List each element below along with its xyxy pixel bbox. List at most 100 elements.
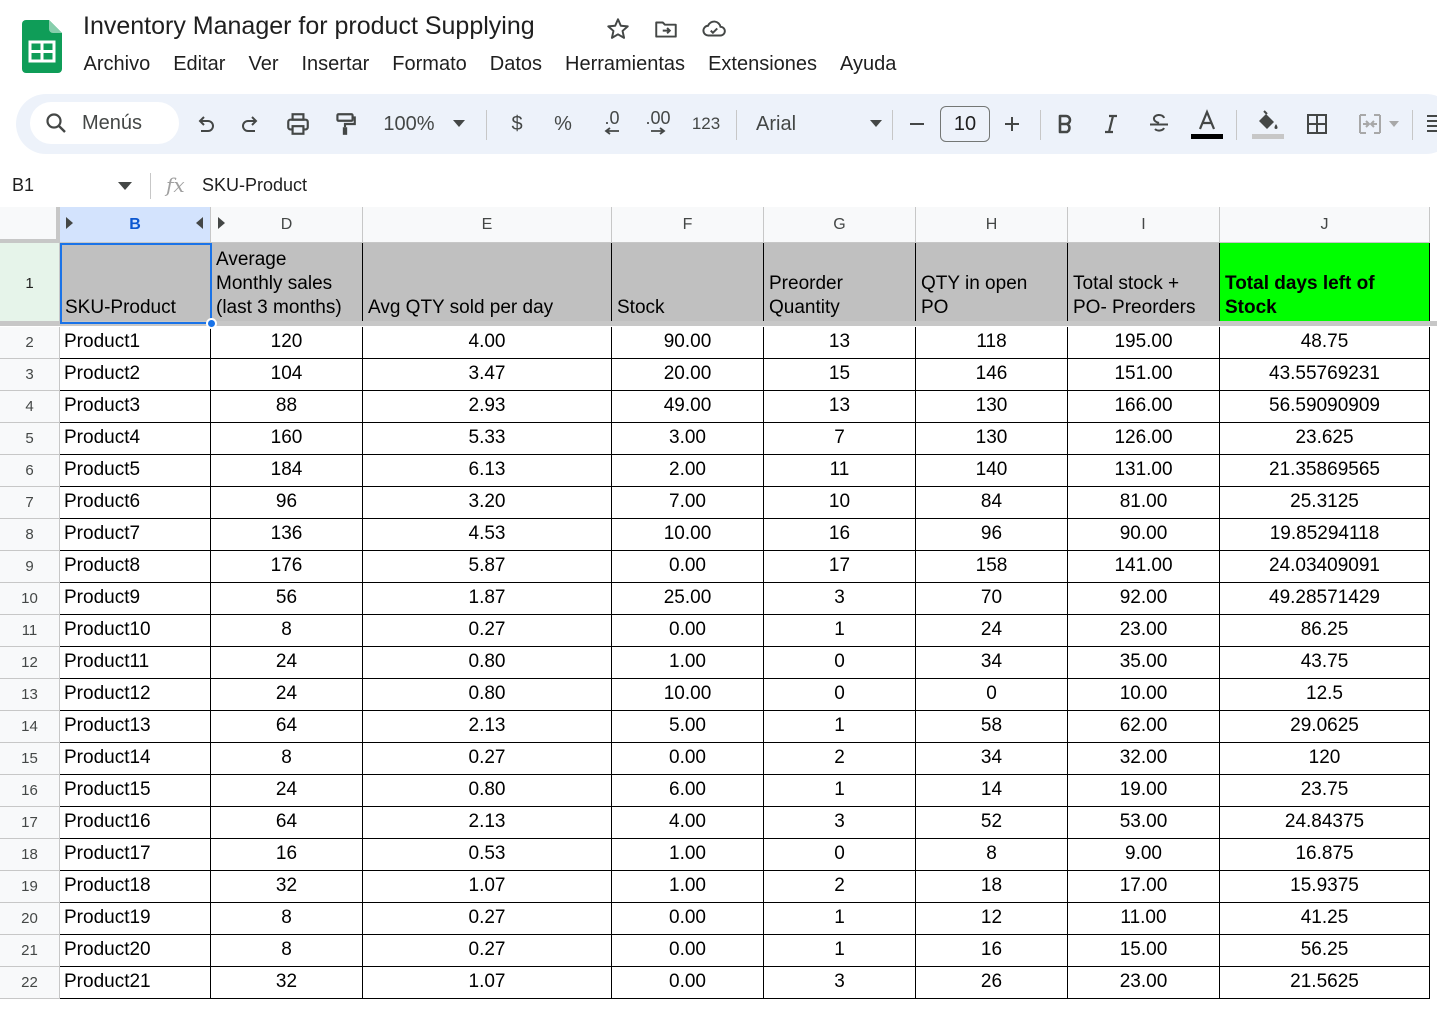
zoom-select[interactable]: 100% <box>374 94 474 154</box>
hidden-column-expand-arrow-icon[interactable] <box>218 217 225 229</box>
cell-d15[interactable]: 8 <box>211 743 363 775</box>
cell-g9[interactable]: 17 <box>764 551 916 583</box>
cell-e21[interactable]: 0.27 <box>363 935 612 967</box>
cell-d6[interactable]: 184 <box>211 455 363 487</box>
cell-b2[interactable]: Product1 <box>60 327 211 359</box>
cell-d12[interactable]: 24 <box>211 647 363 679</box>
header-cell-i[interactable]: Total stock + PO- Preorders <box>1068 243 1220 324</box>
cell-g6[interactable]: 11 <box>764 455 916 487</box>
row-header-21[interactable]: 21 <box>0 935 60 967</box>
cell-b9[interactable]: Product8 <box>60 551 211 583</box>
header-cell-g[interactable]: Preorder Quantity <box>764 243 916 324</box>
menu-archivo[interactable]: Archivo <box>83 53 151 75</box>
cell-j8[interactable]: 19.85294118 <box>1220 519 1430 551</box>
menu-ver[interactable]: Ver <box>248 53 279 75</box>
column-header-i[interactable]: I <box>1068 207 1220 243</box>
cell-j3[interactable]: 43.55769231 <box>1220 359 1430 391</box>
header-cell-d[interactable]: Average Monthly sales (last 3 months) <box>211 243 363 324</box>
cell-h2[interactable]: 118 <box>916 327 1068 359</box>
cell-b4[interactable]: Product3 <box>60 391 211 423</box>
decrease-decimal-button[interactable]: .0 <box>592 94 632 154</box>
cell-b6[interactable]: Product5 <box>60 455 211 487</box>
cell-d18[interactable]: 16 <box>211 839 363 871</box>
cell-i3[interactable]: 151.00 <box>1068 359 1220 391</box>
cell-f12[interactable]: 1.00 <box>612 647 764 679</box>
cell-e16[interactable]: 0.80 <box>363 775 612 807</box>
select-all-corner[interactable] <box>0 207 60 243</box>
cell-h15[interactable]: 34 <box>916 743 1068 775</box>
row-header-6[interactable]: 6 <box>0 455 60 487</box>
row-header-17[interactable]: 17 <box>0 807 60 839</box>
cell-e15[interactable]: 0.27 <box>363 743 612 775</box>
cell-b16[interactable]: Product15 <box>60 775 211 807</box>
cell-b12[interactable]: Product11 <box>60 647 211 679</box>
row-header-5[interactable]: 5 <box>0 423 60 455</box>
cell-f21[interactable]: 0.00 <box>612 935 764 967</box>
sheets-logo-icon[interactable] <box>22 20 62 73</box>
cell-j9[interactable]: 24.03409091 <box>1220 551 1430 583</box>
cell-b5[interactable]: Product4 <box>60 423 211 455</box>
cell-i11[interactable]: 23.00 <box>1068 615 1220 647</box>
currency-format-button[interactable]: $ <box>500 94 534 154</box>
row-header-16[interactable]: 16 <box>0 775 60 807</box>
menu-extensiones[interactable]: Extensiones <box>708 53 818 75</box>
cell-b22[interactable]: Product21 <box>60 967 211 999</box>
cell-e10[interactable]: 1.87 <box>363 583 612 615</box>
cell-g2[interactable]: 13 <box>764 327 916 359</box>
row-header-18[interactable]: 18 <box>0 839 60 871</box>
row-header-4[interactable]: 4 <box>0 391 60 423</box>
cell-g20[interactable]: 1 <box>764 903 916 935</box>
cell-i8[interactable]: 90.00 <box>1068 519 1220 551</box>
cell-f15[interactable]: 0.00 <box>612 743 764 775</box>
cell-g18[interactable]: 0 <box>764 839 916 871</box>
merge-cells-button[interactable] <box>1350 94 1406 154</box>
cell-f9[interactable]: 0.00 <box>612 551 764 583</box>
cell-g22[interactable]: 3 <box>764 967 916 999</box>
menu-search-input[interactable]: Menús <box>30 102 179 144</box>
cell-j7[interactable]: 25.3125 <box>1220 487 1430 519</box>
header-cell-h[interactable]: QTY in open PO <box>916 243 1068 324</box>
cell-f8[interactable]: 10.00 <box>612 519 764 551</box>
cell-j15[interactable]: 120 <box>1220 743 1430 775</box>
cell-g21[interactable]: 1 <box>764 935 916 967</box>
document-title[interactable]: Inventory Manager for product Supplying <box>83 12 535 40</box>
paint-format-button[interactable] <box>328 94 362 154</box>
menu-datos[interactable]: Datos <box>489 53 543 75</box>
cell-g15[interactable]: 2 <box>764 743 916 775</box>
cell-b17[interactable]: Product16 <box>60 807 211 839</box>
row-header-12[interactable]: 12 <box>0 647 60 679</box>
cell-g12[interactable]: 0 <box>764 647 916 679</box>
row-header-3[interactable]: 3 <box>0 359 60 391</box>
cell-h19[interactable]: 18 <box>916 871 1068 903</box>
cell-g5[interactable]: 7 <box>764 423 916 455</box>
cell-j4[interactable]: 56.59090909 <box>1220 391 1430 423</box>
cell-d17[interactable]: 64 <box>211 807 363 839</box>
cell-h3[interactable]: 146 <box>916 359 1068 391</box>
cell-j12[interactable]: 43.75 <box>1220 647 1430 679</box>
cell-b15[interactable]: Product14 <box>60 743 211 775</box>
cell-j11[interactable]: 86.25 <box>1220 615 1430 647</box>
text-color-button[interactable] <box>1190 94 1224 154</box>
cell-i16[interactable]: 19.00 <box>1068 775 1220 807</box>
cell-i4[interactable]: 166.00 <box>1068 391 1220 423</box>
cell-b3[interactable]: Product2 <box>60 359 211 391</box>
cell-e8[interactable]: 4.53 <box>363 519 612 551</box>
cell-b14[interactable]: Product13 <box>60 711 211 743</box>
cell-d4[interactable]: 88 <box>211 391 363 423</box>
row-header-1[interactable]: 1 <box>0 243 60 324</box>
cell-f18[interactable]: 1.00 <box>612 839 764 871</box>
cell-f14[interactable]: 5.00 <box>612 711 764 743</box>
column-header-e[interactable]: E <box>363 207 612 243</box>
hidden-column-right-arrow-icon[interactable] <box>196 217 203 229</box>
column-header-b[interactable]: B <box>60 207 211 243</box>
cell-e22[interactable]: 1.07 <box>363 967 612 999</box>
cell-e4[interactable]: 2.93 <box>363 391 612 423</box>
cell-g11[interactable]: 1 <box>764 615 916 647</box>
increase-font-size-button[interactable] <box>995 94 1029 154</box>
cell-j16[interactable]: 23.75 <box>1220 775 1430 807</box>
cell-e9[interactable]: 5.87 <box>363 551 612 583</box>
cell-f5[interactable]: 3.00 <box>612 423 764 455</box>
cell-b20[interactable]: Product19 <box>60 903 211 935</box>
cell-d19[interactable]: 32 <box>211 871 363 903</box>
cell-g14[interactable]: 1 <box>764 711 916 743</box>
